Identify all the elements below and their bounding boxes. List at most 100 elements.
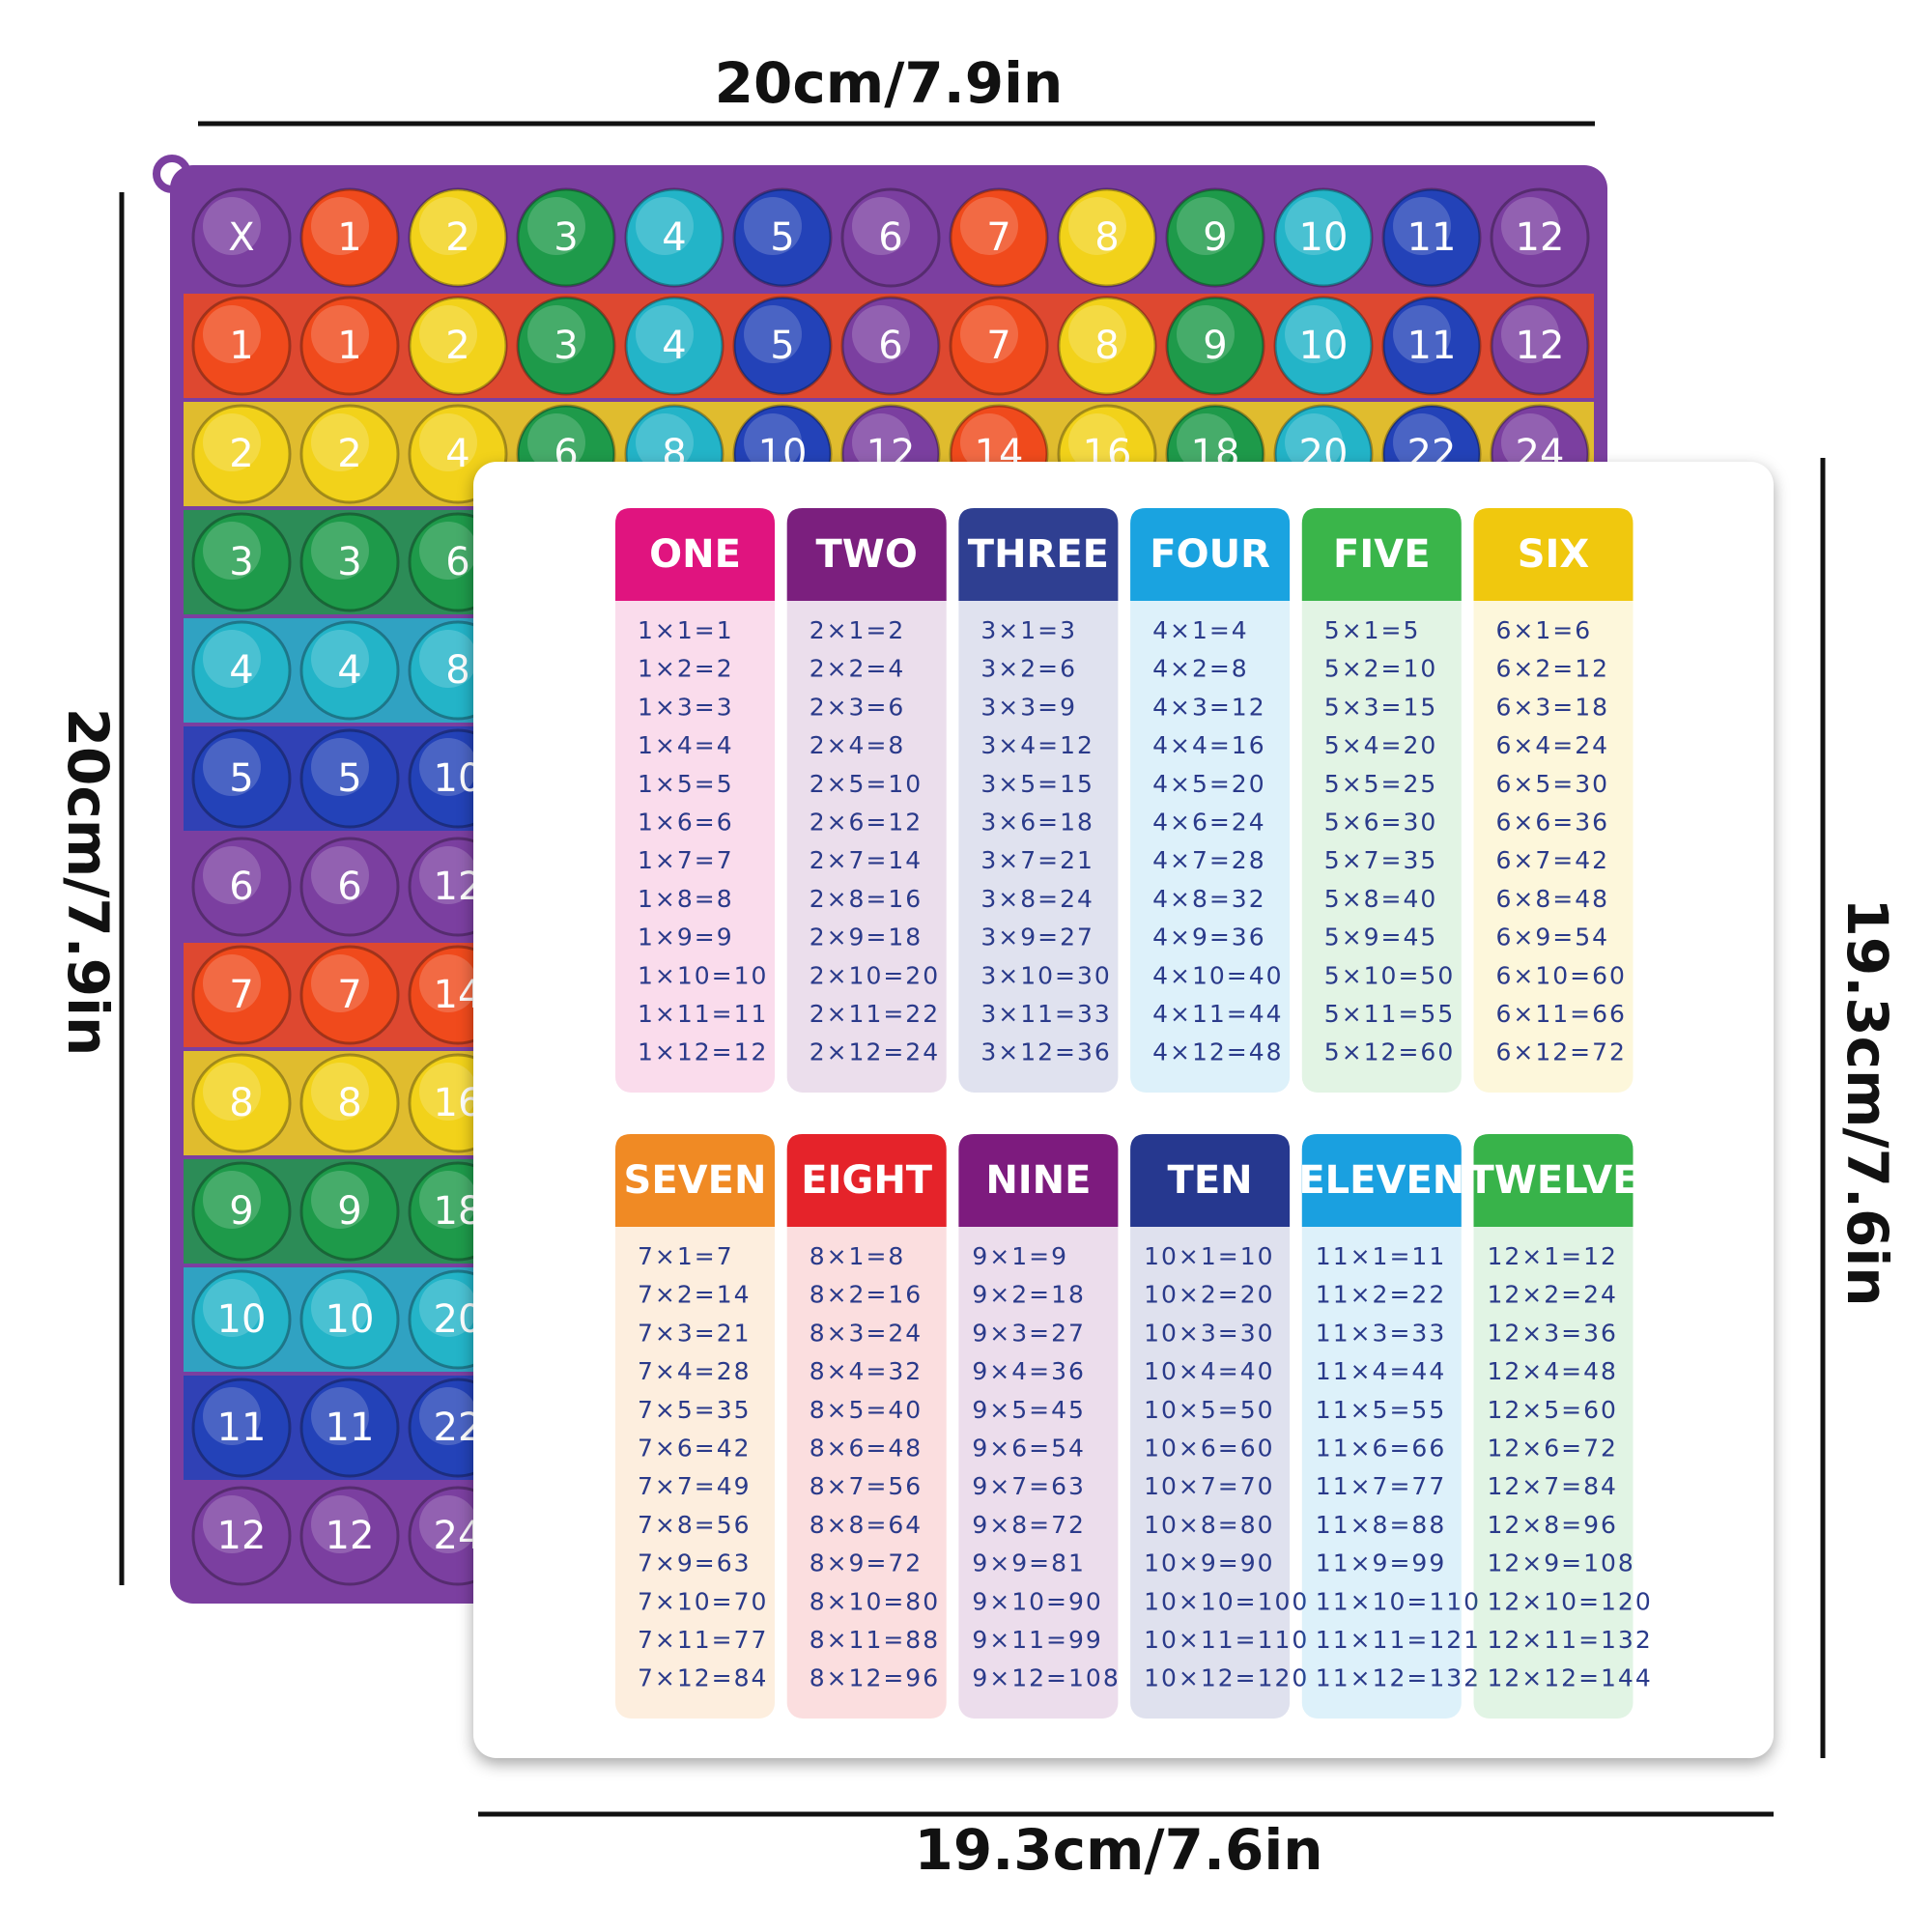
bubble-shine: [527, 197, 585, 255]
equation: 3×6=18: [980, 809, 1094, 837]
equation: 10×8=80: [1144, 1511, 1274, 1539]
equation: 11×2=22: [1316, 1281, 1446, 1309]
equation: 10×11=110: [1144, 1626, 1309, 1654]
column-header: [1130, 508, 1291, 601]
bubble-number: 10: [217, 1297, 267, 1342]
bubble: [1057, 296, 1157, 396]
equation: 8×11=88: [810, 1626, 940, 1654]
equation: 1×5=5: [638, 770, 734, 798]
bubble-shine: [1177, 305, 1235, 363]
equation: 5×6=30: [1324, 809, 1438, 837]
bubble-number: 2: [229, 432, 253, 476]
bubble-number: 6: [445, 540, 469, 584]
bubble-shine: [419, 1279, 477, 1337]
bubble-shine: [1177, 413, 1235, 471]
equation: 10×6=60: [1144, 1435, 1274, 1463]
column-heading: ONE: [649, 532, 741, 577]
equation: 11×12=132: [1316, 1664, 1481, 1692]
equation: 9×6=54: [972, 1435, 1086, 1463]
bubble-shine: [419, 413, 477, 471]
bubble: [949, 187, 1049, 288]
bubble-shine: [419, 1171, 477, 1229]
column-heading: FIVE: [1333, 532, 1431, 577]
equation: 1×8=8: [638, 885, 734, 913]
equation: 10×5=50: [1144, 1396, 1274, 1424]
bubble-shine: [311, 1279, 369, 1337]
bubble-number: 6: [878, 215, 902, 260]
equation: 4×1=4: [1152, 616, 1249, 644]
equation: 11×3=33: [1316, 1319, 1446, 1347]
equation: 2×7=14: [810, 846, 923, 874]
bubble-shine: [311, 954, 369, 1012]
bubble-number: 9: [229, 1189, 253, 1234]
equation: 5×1=5: [1324, 616, 1421, 644]
bubble: [191, 945, 292, 1045]
equation: 12×4=48: [1488, 1357, 1618, 1385]
bubble: [191, 1269, 292, 1370]
bubble: [299, 296, 400, 396]
bubble-number: 5: [770, 324, 794, 368]
column-header: [1301, 508, 1462, 601]
bubble: [191, 620, 292, 721]
equation: 12×11=132: [1488, 1626, 1653, 1654]
equation: 12×5=60: [1488, 1396, 1618, 1424]
bubble: [299, 187, 400, 288]
bubble-shine: [419, 1387, 477, 1445]
bubble: [1057, 187, 1157, 288]
equation: 3×2=6: [980, 655, 1077, 683]
equation: 8×4=32: [810, 1357, 923, 1385]
equation: 3×1=3: [980, 616, 1077, 644]
bubble-shine: [852, 197, 910, 255]
bubble-number: 11: [326, 1406, 375, 1450]
bubble: [191, 1161, 292, 1262]
bubble-number: 1: [229, 324, 253, 368]
bubble-shine: [960, 305, 1018, 363]
equation: 6×7=42: [1496, 846, 1610, 874]
left-dimension: 20cm/7.9in: [55, 708, 121, 1057]
bubble: [191, 1378, 292, 1478]
equation: 10×1=10: [1144, 1242, 1274, 1270]
column-heading: SEVEN: [624, 1158, 767, 1203]
equation: 9×5=45: [972, 1396, 1086, 1424]
equation: 4×9=36: [1152, 923, 1266, 952]
equation: 5×4=20: [1324, 731, 1438, 759]
equation: 3×3=9: [980, 693, 1077, 721]
bubble: [408, 187, 508, 288]
bubble-number: 3: [337, 540, 361, 584]
equation: 7×5=35: [638, 1396, 752, 1424]
equation: 3×11=33: [980, 1000, 1111, 1028]
bubble: [624, 296, 724, 396]
bubble: [408, 296, 508, 396]
bubble-shine: [960, 197, 1018, 255]
bubble-number: 11: [1407, 324, 1457, 368]
bubble: [299, 1486, 400, 1586]
equation: 9×3=27: [972, 1319, 1086, 1347]
bubble-shine: [419, 305, 477, 363]
bubble-number: 4: [337, 648, 361, 693]
bubble-number: 7: [986, 324, 1010, 368]
column-body: [1473, 508, 1634, 1093]
equation: 7×4=28: [638, 1357, 752, 1385]
bubble-shine: [203, 1495, 261, 1553]
bubble: [1381, 296, 1482, 396]
equation: 5×5=25: [1324, 770, 1438, 798]
bubble-shine: [419, 1495, 477, 1553]
bubble-number: 10: [1299, 324, 1349, 368]
bubble-number: 3: [554, 215, 578, 260]
equation: 9×11=99: [972, 1626, 1102, 1654]
equation: 6×3=18: [1496, 693, 1610, 721]
bubble-number: 6: [337, 865, 361, 909]
column-heading: FOUR: [1150, 532, 1270, 577]
equation: 7×6=42: [638, 1435, 752, 1463]
equation: 9×2=18: [972, 1281, 1086, 1309]
equation: 11×1=11: [1316, 1242, 1446, 1270]
column-header: [615, 1134, 775, 1227]
bubble-shine: [1393, 197, 1451, 255]
bubble-number: 7: [337, 973, 361, 1017]
bubble-shine: [636, 413, 694, 471]
equation: 7×11=77: [638, 1626, 768, 1654]
bubble-shine: [203, 305, 261, 363]
equation: 12×7=84: [1488, 1472, 1618, 1500]
bubble-shine: [419, 522, 477, 580]
bubble: [299, 945, 400, 1045]
